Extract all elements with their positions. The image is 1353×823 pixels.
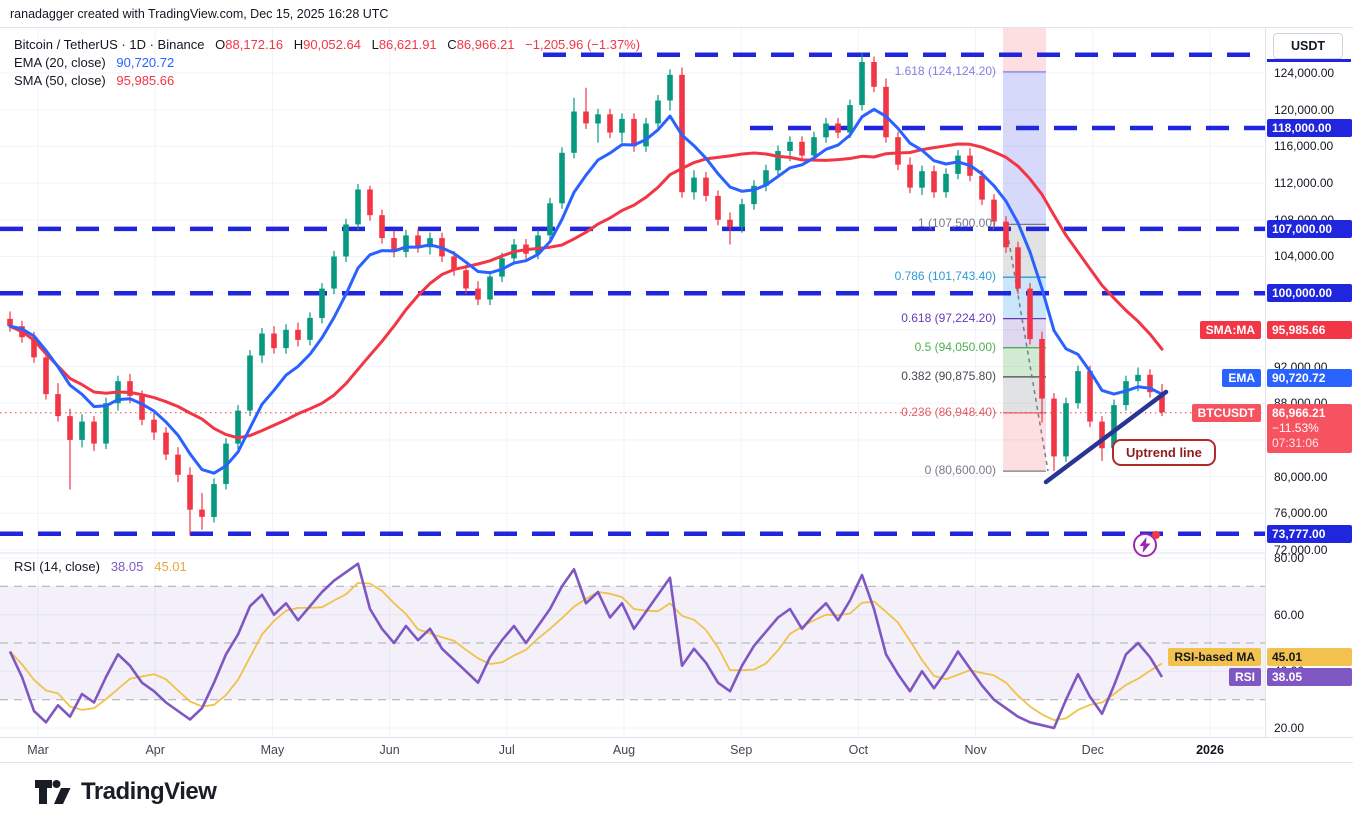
low-value: 86,621.91 — [378, 37, 437, 52]
alert-dot — [1152, 531, 1160, 539]
ema-20-line — [8, 107, 1164, 475]
rsi-line — [8, 562, 1164, 730]
open-value: 88,172.16 — [225, 37, 284, 52]
rsi-value: 38.05 — [110, 559, 144, 574]
close-label: C — [447, 37, 457, 52]
rsi-tick-label: 80.00 — [1274, 551, 1305, 565]
rsi-legend[interactable]: RSI (14, close) 38.05 45.01 — [14, 559, 187, 574]
fib-level-label[interactable]: 0.5 (94,050.00) — [914, 339, 996, 354]
low-label: L — [371, 37, 379, 52]
time-tick-label: Dec — [1081, 743, 1104, 757]
rsi-badge-name: RSI — [1228, 667, 1261, 686]
lightning-bolt-glyph — [1139, 537, 1151, 553]
level-axis-mark — [1267, 59, 1351, 62]
fib-level-label[interactable]: 0.618 (97,224.20) — [901, 310, 996, 325]
open-label: O — [215, 37, 226, 52]
sma-value-badge-name: SMA:MA — [1199, 320, 1261, 339]
rsi-tick-label: 20.00 — [1274, 721, 1305, 735]
time-tick-label: Jun — [379, 743, 400, 757]
time-tick-label: Aug — [612, 743, 636, 757]
close-value: 86,966.21 — [456, 37, 515, 52]
time-tick-label: Oct — [848, 743, 869, 757]
symbol-title[interactable]: Bitcoin / TetherUS · 1D · Binance — [14, 37, 205, 52]
change-value: −1,205.96 (−1.37%) — [525, 37, 641, 52]
sma-legend-row[interactable]: SMA (50, close) 95,985.66 — [14, 72, 640, 89]
uptrend-trendline — [1043, 389, 1169, 485]
uptrend-line-label[interactable]: Uptrend line — [1112, 439, 1216, 466]
tradingview-logo-mark — [35, 780, 71, 804]
candles — [7, 52, 1165, 536]
price-tick-label: 72,000.00 — [1274, 543, 1328, 557]
fib-level-label[interactable]: 0.236 (86,948.40) — [901, 404, 996, 419]
price-tick-label: 120,000.00 — [1274, 102, 1335, 117]
price-tick-label: 80,000.00 — [1274, 469, 1328, 484]
fib-level-label[interactable]: 0 (80,600.00) — [924, 463, 996, 478]
high-value: 90,052.64 — [303, 37, 361, 52]
sma-label: SMA (50, close) — [14, 73, 106, 88]
fib-retracement-zone — [1003, 28, 1049, 472]
ema-legend-row[interactable]: EMA (20, close) 90,720.72 — [14, 54, 640, 71]
sma-value-badge: 95,985.66 — [1267, 320, 1352, 339]
time-tick-label: Sep — [730, 743, 753, 757]
ema-label: EMA (20, close) — [14, 55, 106, 70]
fib-level-label[interactable]: 0.382 (90,875.80) — [901, 368, 996, 383]
symbol-legend: Bitcoin / TetherUS · 1D · Binance O88,17… — [14, 36, 640, 90]
time-axis[interactable]: Mar Apr May Jun Jul Aug Sep Oct Nov Dec 2026 — [0, 737, 1353, 763]
time-tick-label: May — [260, 743, 285, 757]
time-tick-label: 2026 — [1196, 743, 1224, 757]
price-tick-label: 116,000.00 — [1274, 139, 1334, 154]
tradingview-logo-text: TradingView — [81, 778, 217, 805]
attribution-bar: ranadagger created with TradingView.com,… — [0, 0, 1353, 28]
price-axis[interactable]: USDT 124,000.00 120,000.00 116,000.00 112,0… — [1265, 28, 1353, 737]
price-tick-label: 76,000.00 — [1274, 506, 1328, 521]
currency-button[interactable]: USDT — [1273, 33, 1343, 59]
rsi-label: RSI (14, close) — [14, 559, 100, 574]
level-badge-100000: 100,000.00 — [1267, 284, 1352, 303]
fib-baseline-dashed — [1005, 224, 1049, 472]
ema-value-badge: 90,720.72 — [1267, 369, 1352, 388]
price-tick-label: 124,000.00 — [1274, 66, 1335, 80]
level-badge-118000: 118,000.00 — [1267, 119, 1352, 138]
ema-value: 90,720.72 — [116, 55, 175, 70]
sma-value: 95,985.66 — [116, 73, 175, 88]
tradingview-logo[interactable]: TradingView — [35, 777, 217, 807]
rsi-ma-badge-name: RSI-based MA — [1168, 648, 1261, 667]
rsi-ma-value: 45.01 — [154, 559, 187, 574]
ema-value-badge-name: EMA — [1222, 369, 1261, 388]
symbol-legend-row[interactable]: Bitcoin / TetherUS · 1D · Binance O88,17… — [14, 36, 640, 53]
time-tick-label: Mar — [27, 743, 49, 757]
sma-50-line — [8, 142, 1164, 440]
fib-level-label[interactable]: 0.786 (101,743.40) — [894, 269, 996, 284]
fib-level-label[interactable]: 1.618 (124,124.20) — [894, 63, 996, 78]
time-tick-label: Apr — [145, 743, 165, 757]
alert-lightning-icon[interactable] — [1133, 531, 1160, 559]
level-badge-73777: 73,777.00 — [1267, 524, 1352, 543]
time-tick-label: Nov — [964, 743, 987, 757]
last-price-badge-name: BTCUSDT — [1191, 403, 1261, 422]
price-tick-label: 104,000.00 — [1274, 249, 1335, 264]
attribution-text: ranadagger created with TradingView.com,… — [10, 6, 389, 21]
high-label: H — [293, 37, 304, 52]
fib-level-label[interactable]: 1 (107,500.00) — [917, 216, 996, 231]
rsi-tick-label: 60.00 — [1274, 607, 1305, 622]
rsi-ma-badge: 45.01 — [1267, 648, 1352, 667]
rsi-badge: 38.05 — [1267, 667, 1352, 686]
last-price-badge: 86,966.21 −11.53% 07:31:06 — [1267, 403, 1352, 453]
price-tick-label: 112,000.00 — [1274, 176, 1334, 191]
level-badge-107000: 107,000.00 — [1267, 219, 1352, 238]
time-tick-label: Jul — [498, 743, 515, 757]
price-chart-canvas[interactable] — [0, 0, 1353, 763]
